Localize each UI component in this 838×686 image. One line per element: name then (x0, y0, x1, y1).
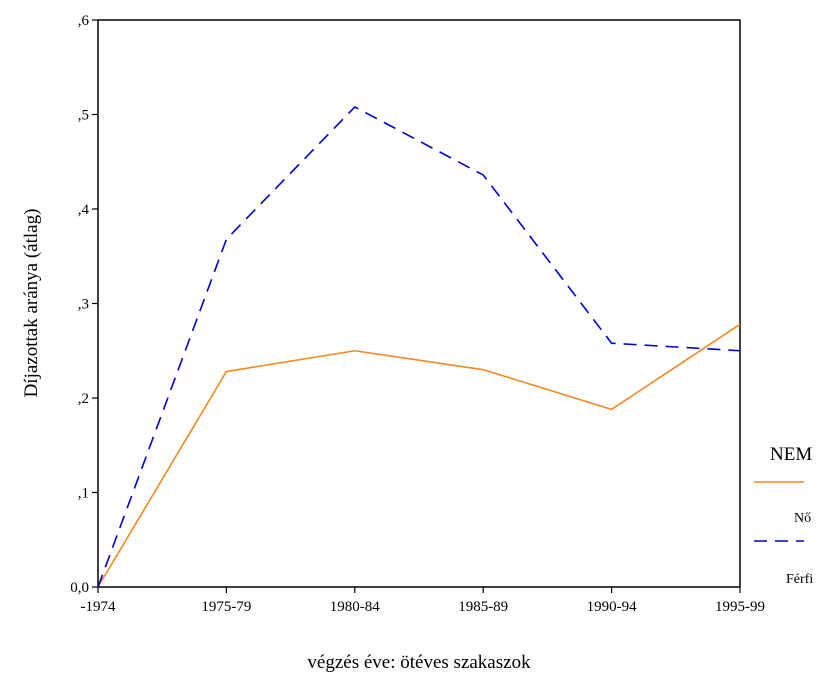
series-line-no (97, 323, 741, 588)
x-tick-label: 1975-79 (201, 599, 251, 615)
legend-title: NEM (770, 444, 812, 465)
y-axis: 0,0 ,1 ,2 ,3 ,4 ,5 ,6 (70, 13, 98, 596)
plot-area-frame (97, 19, 741, 588)
legend: NEM Nő Férfi (754, 444, 813, 587)
y-tick-label: 0,0 (70, 580, 89, 596)
x-tick-label: 1980-84 (330, 599, 380, 615)
y-axis-title: Díjazottak aránya (átlag) (21, 209, 42, 398)
x-axis-title: végzés éve: ötéves szakaszok (307, 652, 531, 673)
x-tick-label: -1974 (81, 599, 116, 615)
y-tick-label: ,6 (78, 13, 90, 29)
x-tick-label: 1990-94 (587, 599, 637, 615)
y-tick-label: ,1 (78, 486, 89, 502)
x-tick-label: 1985-89 (458, 599, 508, 615)
legend-label: Nő (794, 511, 811, 526)
x-tick-label: 1995-99 (715, 599, 765, 615)
series-layer (97, 105, 741, 588)
y-tick-label: ,3 (78, 297, 89, 313)
series-line-ferfi (97, 105, 741, 588)
y-tick-label: ,2 (78, 391, 89, 407)
y-tick-label: ,5 (78, 108, 89, 124)
y-tick-label: ,4 (78, 202, 90, 218)
legend-label: Férfi (786, 572, 813, 587)
x-axis: -1974 1975-79 1980-84 1985-89 1990-94 1995-99 (81, 587, 765, 615)
